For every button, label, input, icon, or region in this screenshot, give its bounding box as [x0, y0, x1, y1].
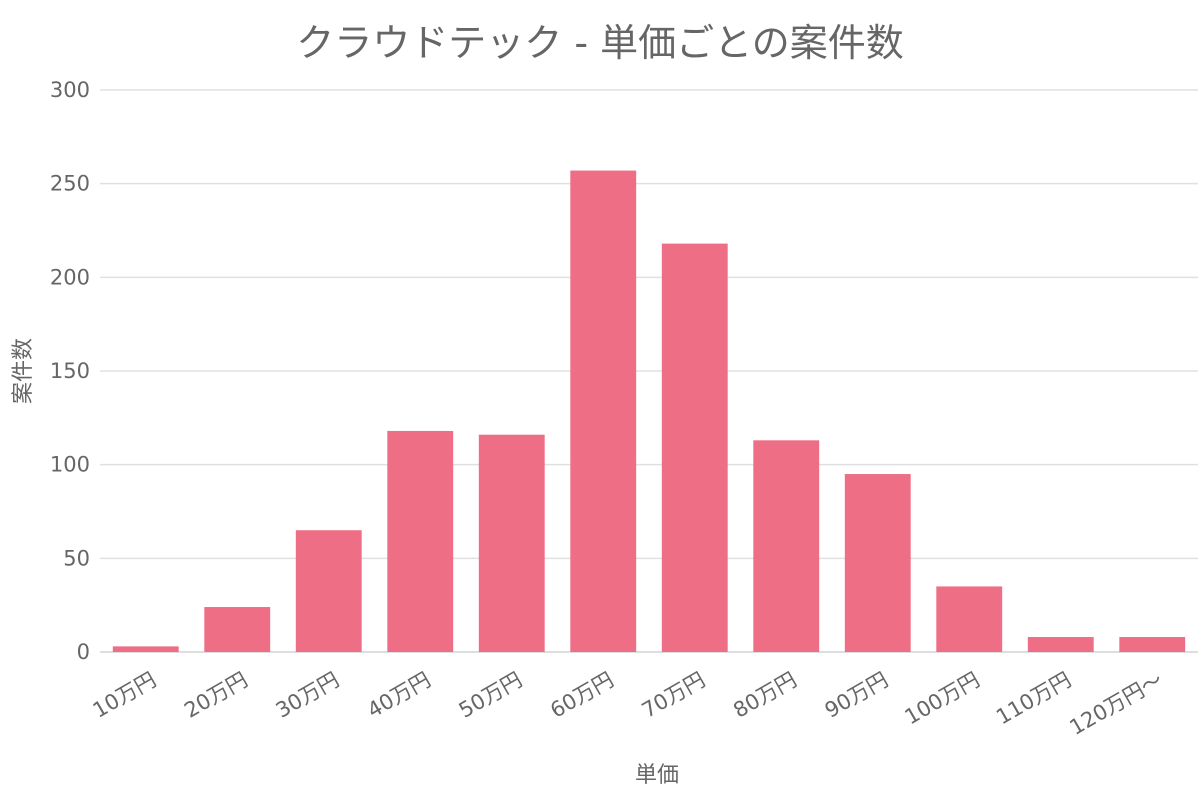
bar-10: [936, 586, 1003, 652]
bar-9: [844, 474, 911, 652]
bar-2: [204, 607, 271, 652]
x-axis-ticks: 10万円 20万円 30万円 40万円 50万円 60万円 70万円 80万円 90万円 100万…: [89, 668, 1167, 740]
y-tick-label: 150: [50, 359, 90, 383]
x-tick-label: 120万円〜: [1065, 668, 1166, 740]
x-tick-label: 20万円: [180, 668, 252, 723]
chart-title: クラウドテック - 単価ごとの案件数: [296, 21, 904, 65]
bar-12: [1119, 637, 1186, 652]
gridlines: [100, 89, 1198, 653]
y-tick-label: 100: [50, 453, 90, 477]
x-tick-label: 50万円: [455, 668, 527, 723]
y-tick-label: 300: [50, 78, 90, 102]
y-axis-label: 案件数: [11, 338, 36, 404]
x-tick-label: 40万円: [363, 668, 435, 723]
bar-3: [295, 530, 362, 652]
x-tick-label: 80万円: [729, 668, 801, 723]
bars: [112, 170, 1186, 652]
bar-4: [387, 430, 454, 652]
y-tick-label: 200: [50, 265, 90, 289]
x-tick-label: 60万円: [546, 668, 618, 723]
y-tick-label: 0: [77, 640, 90, 664]
x-tick-label: 30万円: [272, 668, 344, 723]
bar-5: [478, 434, 545, 652]
bar-8: [753, 440, 820, 652]
x-tick-label: 90万円: [821, 668, 893, 723]
bar-6: [570, 170, 637, 652]
bar-11: [1027, 637, 1094, 652]
bar-1: [112, 646, 179, 652]
y-axis-ticks: 0 50 100 150 200 250 300: [50, 78, 90, 664]
x-tick-label: 70万円: [638, 668, 710, 723]
x-tick-label: 110万円: [992, 668, 1075, 730]
y-tick-label: 50: [63, 546, 90, 570]
bar-7: [661, 243, 728, 652]
y-tick-label: 250: [50, 172, 90, 196]
x-tick-label: 10万円: [89, 668, 161, 723]
x-axis-label: 単価: [635, 763, 679, 788]
x-tick-label: 100万円: [901, 668, 984, 730]
